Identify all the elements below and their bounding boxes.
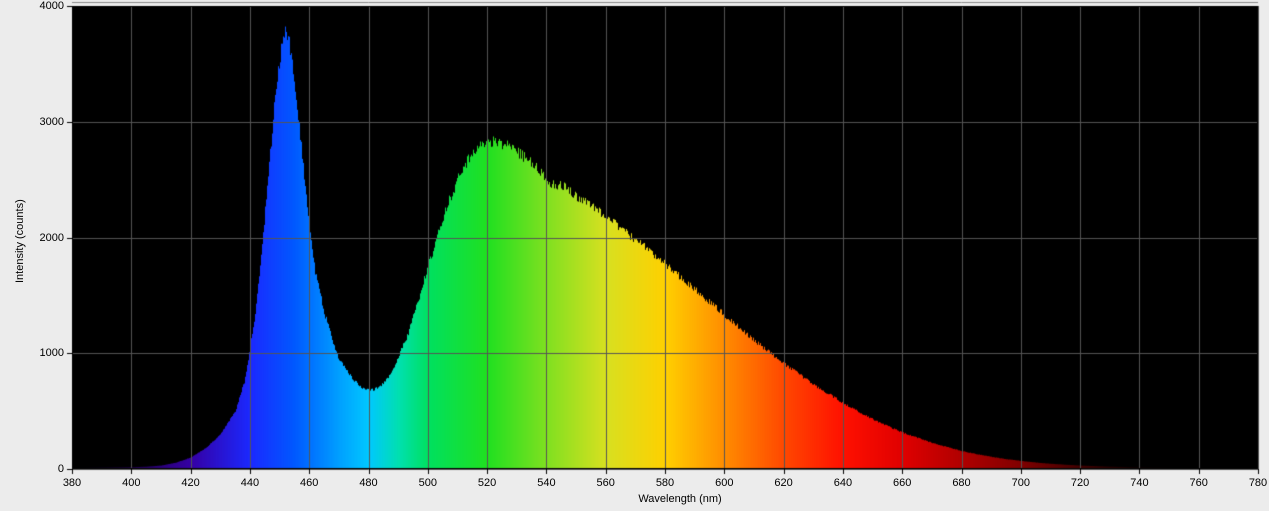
x-tick-label: 720 — [1065, 477, 1095, 489]
x-tick-label: 580 — [650, 477, 680, 489]
y-tick-label: 3000 — [24, 116, 64, 128]
x-tick-label: 380 — [57, 477, 87, 489]
x-tick-label: 520 — [472, 477, 502, 489]
x-tick-label: 560 — [591, 477, 621, 489]
x-tick-label: 620 — [769, 477, 799, 489]
y-tick-label: 4000 — [24, 0, 64, 12]
y-tick-label: 2000 — [24, 232, 64, 244]
x-tick-label: 740 — [1124, 477, 1154, 489]
x-axis-label: Wavelength (nm) — [620, 493, 740, 505]
x-tick-label: 760 — [1184, 477, 1214, 489]
spectrum-chart-container: { "chart": { "type": "spectrum-area", "w… — [0, 0, 1269, 511]
x-tick-label: 680 — [947, 477, 977, 489]
x-tick-label: 440 — [235, 477, 265, 489]
y-tick-label: 0 — [24, 463, 64, 475]
x-tick-label: 780 — [1243, 477, 1269, 489]
x-tick-label: 460 — [294, 477, 324, 489]
x-tick-label: 660 — [887, 477, 917, 489]
x-tick-label: 600 — [709, 477, 739, 489]
y-axis-label: Intensity (counts) — [14, 199, 26, 283]
x-tick-label: 540 — [531, 477, 561, 489]
x-tick-label: 500 — [413, 477, 443, 489]
x-tick-label: 420 — [176, 477, 206, 489]
x-tick-label: 480 — [354, 477, 384, 489]
x-tick-label: 400 — [116, 477, 146, 489]
x-tick-label: 700 — [1006, 477, 1036, 489]
x-tick-label: 640 — [828, 477, 858, 489]
y-tick-label: 1000 — [24, 347, 64, 359]
spectrum-chart-canvas — [0, 0, 1269, 511]
